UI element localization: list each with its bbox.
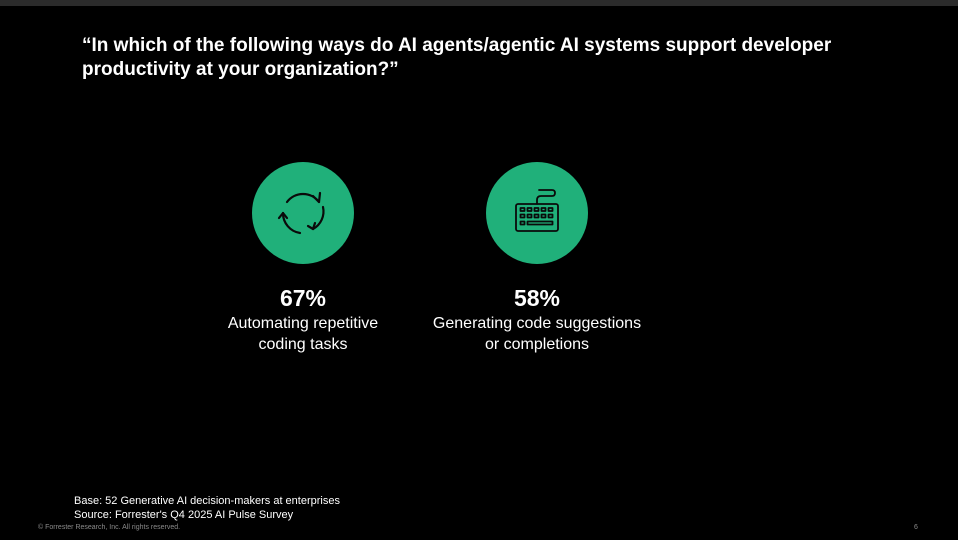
keyboard-icon	[515, 189, 559, 232]
stat-automating-repetitive-tasks: 67% Automating repetitive coding tasks	[203, 162, 403, 355]
repeat-cycle-icon	[277, 191, 325, 235]
stat-generating-code-suggestions: 58% Generating code suggestions or compl…	[412, 162, 662, 355]
stat-icon-circle	[252, 162, 354, 264]
slide-title: “In which of the following ways do AI ag…	[82, 35, 832, 80]
stat-icon-circle	[486, 162, 588, 264]
stat-description: Automating repetitive coding tasks	[227, 315, 379, 353]
top-bar	[0, 0, 958, 6]
base-text: Base: 52 Generative AI decision-makers a…	[74, 495, 340, 507]
source-text: Source: Forrester's Q4 2025 AI Pulse Sur…	[74, 509, 294, 521]
page-number: 6	[914, 524, 918, 531]
stat-value: 58%	[513, 285, 561, 311]
copyright: © Forrester Research, Inc. All rights re…	[38, 524, 181, 531]
stat-value: 67%	[279, 285, 327, 311]
source-note: Base: 52 Generative AI decision-makers a…	[74, 494, 340, 522]
stat-description: Generating code suggestions or completio…	[432, 315, 642, 353]
